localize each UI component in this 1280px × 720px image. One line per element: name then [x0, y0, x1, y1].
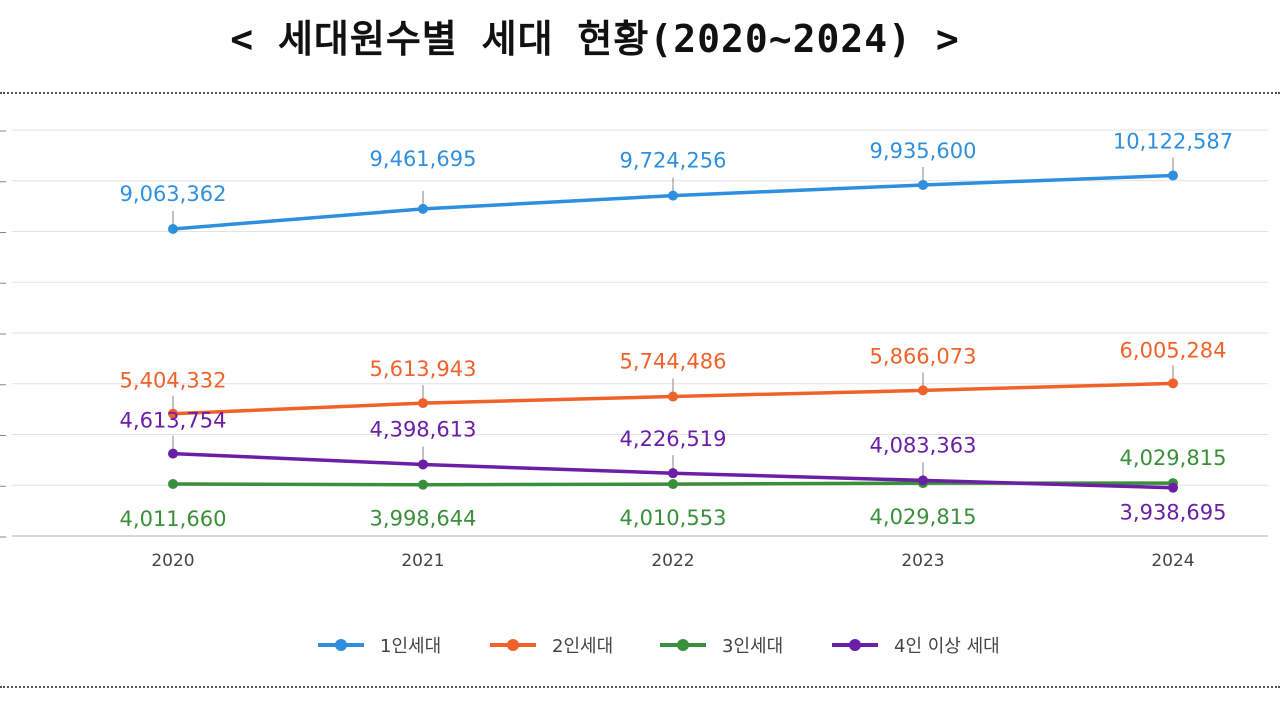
data-point [1168, 378, 1178, 389]
data-point [918, 385, 928, 396]
legend-marker [335, 639, 347, 651]
data-point [918, 475, 928, 486]
data-label: 10,122,587 [1113, 130, 1233, 154]
x-tick-label: 2023 [901, 551, 944, 571]
data-point [918, 179, 928, 190]
legend-label: 3인세대 [722, 636, 783, 657]
x-tick-label: 2022 [651, 551, 694, 571]
data-label: 4,398,613 [370, 417, 477, 441]
chart-title: < 세대원수별 세대 현황(2020~2024) > [230, 17, 960, 61]
x-tick-label: 2021 [401, 551, 444, 571]
legend-marker [849, 639, 861, 651]
data-point [168, 408, 178, 419]
data-label: 4,010,553 [620, 506, 727, 530]
legend-label: 1인세대 [380, 636, 441, 657]
data-label: 5,744,486 [620, 350, 727, 374]
data-point [168, 479, 178, 489]
top-dotted-divider [0, 92, 1280, 94]
data-point [168, 448, 178, 459]
data-label: 3,998,644 [370, 507, 477, 531]
data-label: 4,029,815 [870, 505, 977, 529]
data-label: 6,005,284 [1120, 338, 1227, 362]
data-label: 9,063,362 [120, 182, 227, 206]
data-point [418, 479, 428, 490]
data-label: 4,029,815 [1120, 446, 1227, 470]
data-point [418, 203, 428, 214]
data-point [668, 391, 678, 402]
data-label: 4,083,363 [870, 433, 977, 457]
legend-marker [677, 639, 689, 651]
data-point [668, 479, 678, 490]
data-label: 5,613,943 [370, 357, 477, 381]
legend-label: 2인세대 [552, 636, 613, 657]
x-tick-label: 2020 [151, 551, 194, 571]
data-label: 5,866,073 [870, 344, 977, 368]
data-point [168, 224, 178, 234]
data-label: 5,404,332 [120, 369, 227, 393]
legend-marker [507, 639, 519, 651]
data-point [668, 468, 678, 479]
data-point [418, 398, 428, 409]
legend-label: 4인 이상 세대 [894, 636, 1000, 657]
data-point [1168, 170, 1178, 181]
data-label: 4,226,519 [620, 427, 727, 451]
data-label: 4,011,660 [120, 507, 227, 531]
bottom-dotted-divider [0, 686, 1280, 688]
data-point [1168, 482, 1178, 493]
data-point [668, 190, 678, 201]
x-tick-label: 2024 [1151, 551, 1194, 571]
data-point [418, 459, 428, 470]
data-label: 9,461,695 [370, 147, 477, 171]
data-label: 9,935,600 [870, 139, 977, 163]
data-label: 3,938,695 [1120, 501, 1227, 525]
data-label: 9,724,256 [620, 149, 727, 173]
data-label: 4,613,754 [120, 409, 227, 433]
